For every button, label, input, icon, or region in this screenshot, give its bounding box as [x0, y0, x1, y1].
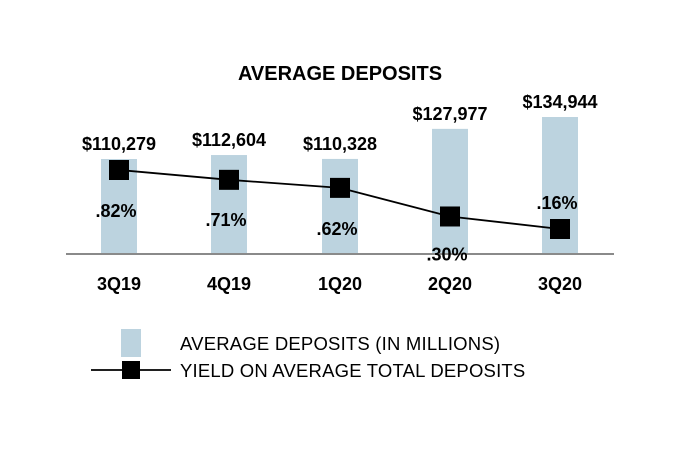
- yield-line-group: .82% .71% .62% .30% .16%: [95, 160, 578, 264]
- yield-marker-3Q19: [109, 160, 129, 180]
- x-tick-label: 3Q20: [538, 274, 582, 294]
- bar-value-label: $112,604: [192, 130, 266, 150]
- legend-line-marker: [122, 361, 140, 379]
- bar-value-label: $134,944: [522, 92, 597, 112]
- chart-title: AVERAGE DEPOSITS: [238, 63, 442, 85]
- x-tick-label: 3Q19: [97, 274, 141, 294]
- bar-1Q20: [322, 158, 358, 254]
- yield-marker-4Q19: [219, 169, 239, 190]
- yield-marker-2Q20: [440, 206, 460, 227]
- x-tick-label: 4Q19: [207, 274, 251, 294]
- x-tick-labels: 3Q19 4Q19 1Q20 2Q20 3Q20: [97, 274, 582, 294]
- bar-value-label: $110,279: [82, 134, 156, 154]
- yield-marker-3Q20: [550, 219, 570, 239]
- legend-bar-swatch: [121, 329, 141, 357]
- legend-line-label: YIELD ON AVERAGE TOTAL DEPOSITS: [180, 360, 525, 381]
- bars-group: $110,279 $112,604 $110,328 $127,977 $134,944: [82, 92, 598, 254]
- bar-2Q20: [432, 128, 468, 254]
- x-tick-label: 2Q20: [428, 274, 472, 294]
- yield-value-label: .82%: [95, 201, 136, 221]
- yield-value-label: .16%: [536, 193, 577, 213]
- bar-value-label: $127,977: [412, 104, 487, 124]
- yield-marker-1Q20: [330, 177, 350, 198]
- legend: AVERAGE DEPOSITS (IN MILLIONS) YIELD ON …: [91, 329, 525, 381]
- yield-value-label: .62%: [316, 219, 357, 239]
- x-tick-label: 1Q20: [318, 274, 362, 294]
- yield-value-label: .30%: [426, 244, 467, 264]
- bar-value-label: $110,328: [303, 134, 377, 154]
- yield-value-label: .71%: [205, 210, 246, 230]
- legend-bar-label: AVERAGE DEPOSITS (IN MILLIONS): [180, 333, 500, 354]
